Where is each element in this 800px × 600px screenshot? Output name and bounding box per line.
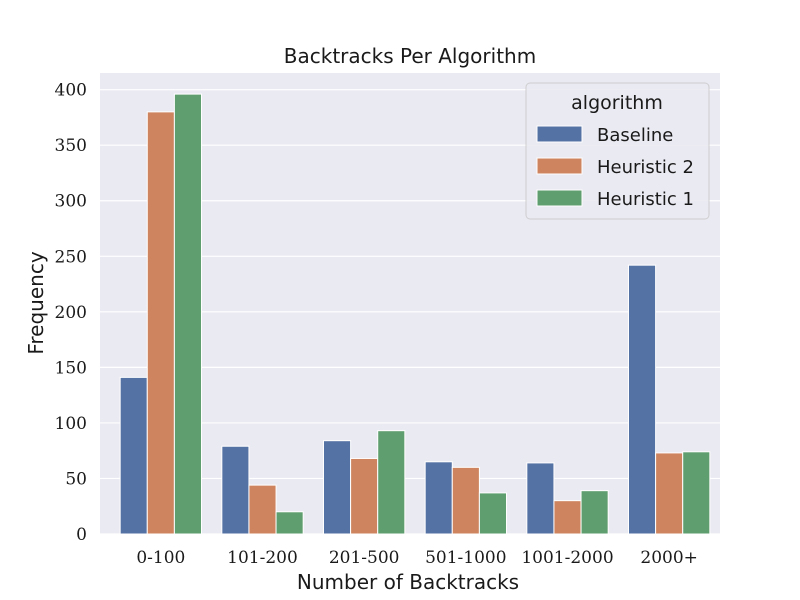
bar-baseline-501-1000 — [424, 461, 453, 535]
bar-heuristic-1-501-1000 — [478, 492, 507, 535]
bar-heuristic-2-0-100 — [146, 111, 175, 535]
bar-heuristic-2-501-1000 — [451, 466, 480, 535]
y-tick-label: 200 — [55, 303, 87, 323]
legend: algorithm Baseline Heuristic 2 Heuristic 1 — [525, 82, 710, 220]
x-tick-label: 101-200 — [227, 548, 298, 568]
y-tick-label: 50 — [65, 469, 87, 489]
x-tick-labels: 0-100 101-200 201-500 501-1000 1001-2000 2000… — [136, 548, 698, 568]
y-tick-label: 350 — [55, 136, 87, 156]
legend-box — [525, 82, 710, 220]
x-tick-label: 501-1000 — [425, 548, 506, 568]
bar-heuristic-1-1001-2000 — [580, 490, 609, 535]
bar-heuristic-1-0-100 — [173, 93, 202, 535]
x-tick-label: 0-100 — [136, 548, 185, 568]
bar-heuristic-1-2000+ — [682, 451, 711, 535]
bar-heuristic-1-201-500 — [377, 430, 406, 535]
bar-baseline-101-200 — [221, 445, 250, 535]
legend-items: Baseline Heuristic 2 Heuristic 1 — [536, 125, 694, 210]
y-tick-label: 0 — [76, 525, 87, 545]
y-tick-label: 300 — [55, 192, 87, 212]
bar-heuristic-2-201-500 — [350, 457, 379, 535]
y-tick-label: 100 — [55, 414, 87, 434]
x-tick-label: 201-500 — [329, 548, 400, 568]
chart-title: Backtracks Per Algorithm — [284, 44, 536, 68]
bar-baseline-0-100 — [119, 376, 148, 535]
x-tick-label: 1001-2000 — [521, 548, 613, 568]
bar-baseline-2000+ — [628, 264, 657, 535]
y-tick-label: 150 — [55, 358, 87, 378]
bar-heuristic-2-2000+ — [655, 452, 684, 535]
y-tick-labels: 0 50 100 150 200 250 300 350 400 — [55, 81, 87, 545]
y-tick-label: 400 — [55, 81, 87, 101]
legend-swatch-heuristic-1 — [536, 189, 583, 207]
legend-label: Heuristic 1 — [597, 189, 694, 210]
x-tick-label: 2000+ — [640, 548, 698, 568]
legend-swatch-heuristic-2 — [536, 157, 583, 175]
x-axis-label: Number of Backtracks — [297, 570, 519, 594]
y-tick-label: 250 — [55, 247, 87, 267]
bar-heuristic-2-101-200 — [248, 484, 277, 535]
bar-baseline-1001-2000 — [526, 462, 555, 535]
bar-baseline-201-500 — [323, 440, 352, 535]
legend-swatch-baseline — [536, 125, 583, 143]
legend-label: Heuristic 2 — [597, 157, 694, 178]
bars — [119, 93, 711, 535]
bar-heuristic-1-101-200 — [275, 511, 304, 535]
legend-title: algorithm — [571, 92, 663, 114]
y-axis-label: Frequency — [24, 251, 48, 354]
bar-heuristic-2-1001-2000 — [553, 500, 582, 535]
legend-label: Baseline — [597, 125, 673, 146]
